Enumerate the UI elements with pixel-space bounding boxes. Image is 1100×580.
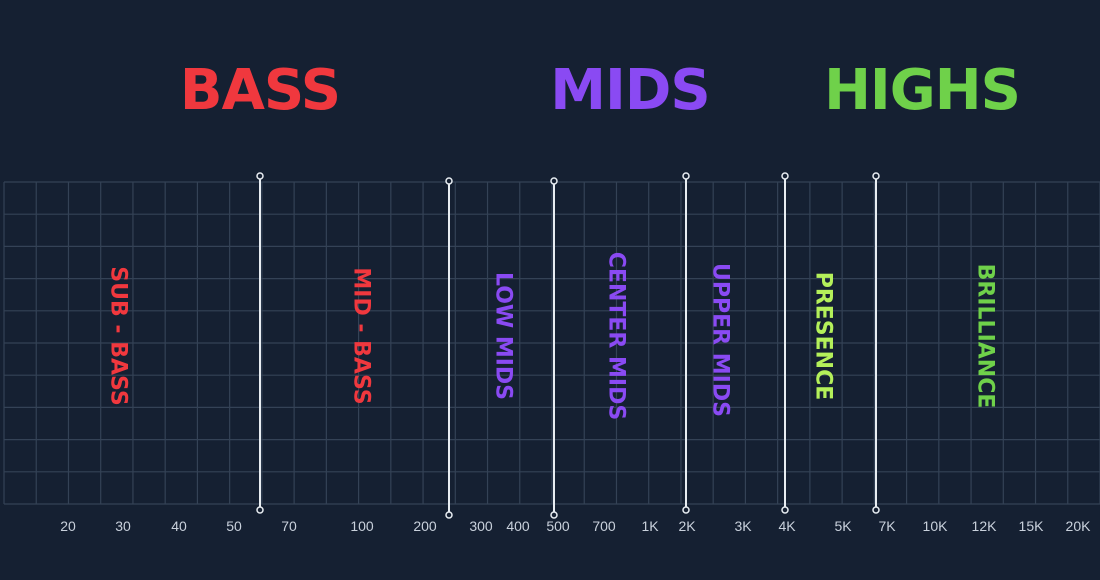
frequency-tick-label: 30 (115, 518, 131, 534)
subband-label-mid-bass: MID - BASS (349, 267, 374, 404)
frequency-tick-label: 100 (350, 518, 374, 534)
frequency-tick-label: 3K (734, 518, 752, 534)
subband-label-presence: PRESENCE (811, 272, 836, 401)
frequency-tick-label: 700 (592, 518, 616, 534)
divider-handle (256, 172, 264, 180)
divider-handle (872, 172, 880, 180)
divider-handle (682, 172, 690, 180)
frequency-tick-label: 500 (546, 518, 570, 534)
frequency-tick-label: 70 (281, 518, 297, 534)
divider-handle (550, 511, 558, 519)
divider-handle (550, 177, 558, 185)
frequency-tick-label: 1K (641, 518, 659, 534)
subband-label-brilliance: BRILLIANCE (973, 264, 998, 409)
frequency-tick-label: 300 (469, 518, 493, 534)
frequency-tick-label: 7K (878, 518, 896, 534)
frequency-tick-label: 4K (778, 518, 796, 534)
frequency-tick-label: 20K (1066, 518, 1092, 534)
grid (3, 181, 1100, 505)
frequency-tick-label: 50 (226, 518, 242, 534)
divider-handle (256, 506, 264, 514)
frequency-tick-label: 200 (413, 518, 437, 534)
divider-handle (445, 177, 453, 185)
subband-label-sub-bass: SUB - BASS (106, 266, 131, 405)
divider-handle (781, 506, 789, 514)
frequency-tick-label: 15K (1019, 518, 1045, 534)
frequency-tick-label: 10K (923, 518, 949, 534)
frequency-tick-label: 400 (506, 518, 530, 534)
subband-label-center-mids: CENTER MIDS (604, 252, 629, 420)
frequency-tick-label: 40 (171, 518, 187, 534)
band-title-mids: MIDS (550, 58, 709, 123)
divider-handle (682, 506, 690, 514)
frequency-tick-label: 12K (972, 518, 998, 534)
subband-label-low-mids: LOW MIDS (491, 272, 516, 400)
band-title-bass: BASS (180, 58, 340, 123)
divider-handle (872, 506, 880, 514)
frequency-tick-label: 2K (678, 518, 696, 534)
frequency-tick-label: 5K (834, 518, 852, 534)
divider-handle (781, 172, 789, 180)
subband-label-upper-mids: UPPER MIDS (708, 263, 733, 417)
band-dividers (256, 172, 880, 519)
band-title-highs: HIGHS (824, 58, 1020, 123)
frequency-axis: 20 30 40 50 70 100 200 300 400 500 700 1… (60, 518, 1091, 534)
divider-handle (445, 511, 453, 519)
frequency-tick-label: 20 (60, 518, 76, 534)
